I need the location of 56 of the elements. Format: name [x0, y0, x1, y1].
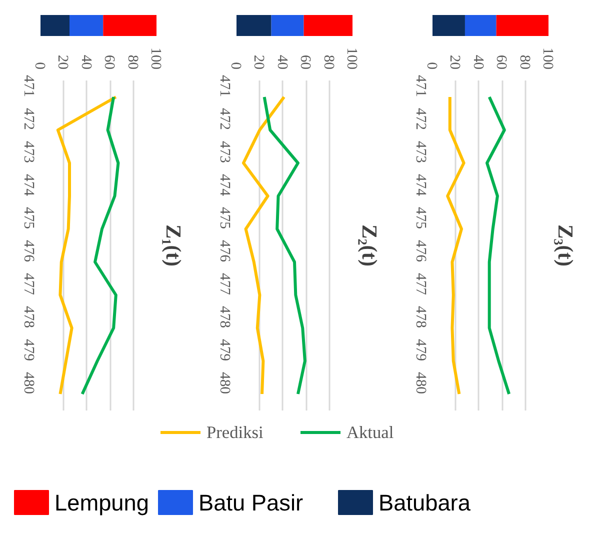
x-tick-label: 60 [101, 54, 118, 70]
y-tick-label: 475 [216, 207, 232, 229]
y-tick-label: 472 [412, 108, 428, 130]
x-tick-label: 60 [297, 54, 314, 70]
y-tick-label: 472 [20, 108, 36, 130]
x-tick-label: 0 [32, 62, 48, 70]
y-tick-label: 474 [20, 174, 36, 197]
y-tick-label: 471 [412, 75, 428, 97]
y-tick-label: 480 [20, 372, 36, 394]
y-tick-label: 477 [20, 273, 36, 295]
y-tick-label: 478 [20, 306, 36, 328]
y-tick-label: 471 [216, 75, 232, 97]
x-tick-label: 0 [424, 62, 440, 70]
x-tick-label: 0 [228, 62, 244, 70]
y-tick-label: 476 [216, 240, 232, 262]
y-tick-label: 475 [412, 207, 428, 229]
legend-label: Batu Pasir [198, 490, 304, 516]
y-tick-label: 478 [216, 306, 232, 328]
y-tick-label: 478 [412, 306, 428, 328]
x-tick-label: 100 [344, 48, 360, 70]
y-tick-label: 480 [412, 372, 428, 394]
y-tick-label: 474 [412, 174, 428, 197]
text: Z₁(t) [162, 224, 186, 266]
y-tick-label: 479 [412, 339, 428, 361]
y-tick-label: 473 [412, 141, 428, 163]
legend-label: Prediksi [206, 423, 264, 442]
text: Z₂(t) [358, 224, 382, 266]
x-tick-label: 20 [446, 54, 463, 70]
x-tick-label: 20 [54, 54, 71, 70]
y-tick-label: 477 [412, 273, 428, 295]
y-tick-label: 474 [216, 174, 232, 197]
y-tick-label: 477 [216, 273, 232, 295]
x-tick-label: 20 [250, 54, 267, 70]
legend-label: Batubara [378, 490, 471, 516]
x-tick-label: 40 [78, 54, 94, 70]
y-tick-label: 479 [20, 339, 36, 361]
legend-label: Aktual [346, 423, 394, 442]
y-tick-label: 472 [216, 108, 232, 130]
y-tick-label: 471 [20, 75, 36, 97]
y-tick-label: 479 [216, 339, 232, 361]
y-tick-label: 476 [412, 240, 428, 262]
y-tick-label: 473 [216, 141, 232, 163]
x-tick-label: 40 [470, 54, 486, 70]
y-tick-label: 475 [20, 207, 36, 229]
y-tick-label: 476 [20, 240, 36, 262]
x-tick-label: 100 [540, 48, 556, 70]
x-tick-label: 80 [124, 54, 140, 70]
y-tick-label: 480 [216, 372, 232, 394]
x-tick-label: 80 [516, 54, 532, 70]
x-tick-label: 100 [148, 48, 164, 70]
text: Z₃(t) [554, 224, 578, 266]
x-tick-label: 80 [320, 54, 336, 70]
legend-label: Lempung [54, 490, 149, 516]
y-tick-label: 473 [20, 141, 36, 163]
x-tick-label: 60 [493, 54, 510, 70]
x-tick-label: 40 [274, 54, 290, 70]
